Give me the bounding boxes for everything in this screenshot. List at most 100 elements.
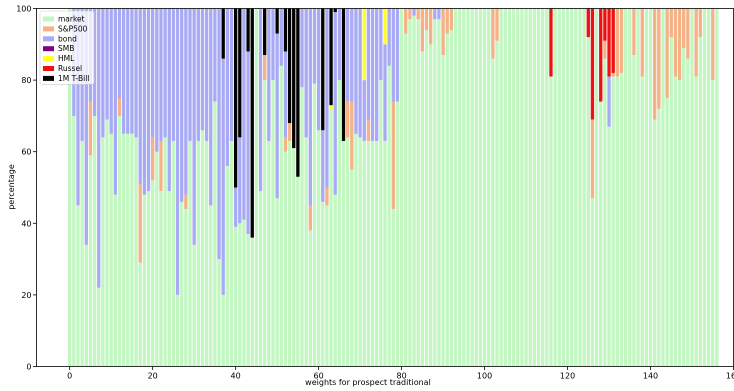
bar-segment-market [619, 72, 624, 367]
bar-segment-market [607, 126, 611, 367]
x-tick-label: 80 [397, 372, 407, 381]
bar-segment-bond [233, 187, 238, 227]
bar-segment-bond [175, 8, 180, 295]
bar-segment-s-p500 [632, 8, 636, 56]
bar-segment-1m-t-bill [263, 8, 267, 56]
bar-segment-market [694, 76, 698, 367]
bar-segment-bond [300, 8, 304, 88]
bar-segment-bond [146, 8, 151, 192]
bar-segment-bond [267, 8, 271, 141]
bar-segment-market [316, 130, 321, 367]
bar-segment-market [702, 8, 707, 367]
bar-segment-market [333, 194, 337, 367]
bar-segment-russel [603, 8, 607, 41]
bar-segment-market [292, 148, 296, 367]
bar-segment-s-p500 [138, 183, 142, 263]
bar-segment-market [391, 208, 395, 367]
bar-segment-bond [117, 8, 122, 98]
bar-segment-market [163, 137, 167, 367]
bar-segment-s-p500 [263, 55, 267, 81]
y-tick-label: 100 [16, 5, 31, 14]
bar-segment-market [238, 223, 242, 367]
bar-segment-s-p500 [603, 40, 607, 59]
bar-segment-1m-t-bill [221, 8, 225, 59]
bar-segment-bond [196, 8, 200, 141]
bar-segment-market [213, 101, 217, 367]
bar-segment-bond [437, 8, 441, 20]
bar-segment-bond [180, 8, 184, 202]
bar-segment-market [669, 37, 673, 367]
bar-segment-1m-t-bill [246, 8, 250, 52]
bar-segment-market [673, 76, 678, 367]
bar-segment-bond [225, 8, 230, 167]
bar-segment-market [275, 198, 279, 367]
bar-segment-market [370, 140, 375, 367]
bar-segment-russel [590, 8, 595, 120]
bar-segment-market [142, 194, 147, 367]
bar-segment-market [366, 140, 371, 367]
bar-segment-s-p500 [698, 8, 702, 38]
bar-segment-bond [387, 8, 391, 66]
bar-segment-bond [101, 8, 105, 138]
bar-segment-market [541, 8, 545, 367]
bar-segment-bond [163, 8, 167, 138]
bar-segment-s-p500 [391, 101, 395, 209]
bar-segment-s-p500 [611, 72, 615, 77]
bar-segment-market [632, 55, 636, 367]
bar-segment-s-p500 [428, 8, 433, 45]
bar-segment-market [346, 137, 350, 367]
bar-segment-market [196, 140, 200, 367]
legend-entry-label: bond [58, 34, 77, 43]
legend-entry-label: Russel [58, 64, 82, 73]
bar-segment-market [258, 191, 263, 367]
bar-segment-s-p500 [184, 194, 188, 209]
y-axis-label: percentage [7, 164, 16, 210]
bar-segment-1m-t-bill [287, 8, 292, 124]
bar-segment-market [300, 87, 304, 367]
bar-segment-market [325, 205, 329, 367]
bar-segment-market [254, 8, 259, 367]
bar-segment-market [698, 37, 702, 367]
x-tick-label: 60 [314, 372, 324, 381]
bar-segment-market [648, 8, 653, 367]
bar-segment-market [474, 8, 478, 367]
bar-segment-bond [366, 8, 371, 120]
bar-segment-market [134, 137, 138, 367]
bar-segment-market [449, 29, 454, 367]
bar-segment-market [200, 130, 205, 367]
bar-segment-bond [209, 8, 213, 206]
y-tick-label: 20 [21, 291, 31, 300]
bar-segment-market [167, 191, 171, 367]
bar-segment-bond [358, 8, 362, 138]
bar-segment-bond [346, 8, 350, 102]
bar-segment-1m-t-bill [238, 8, 242, 138]
bar-segment-bond [354, 8, 358, 134]
y-tick-label: 0 [26, 363, 31, 372]
bar-segment-bond [134, 8, 138, 138]
legend-swatch [43, 26, 54, 32]
bar-segment-market [76, 205, 80, 367]
bar-segment-market [341, 140, 346, 367]
bar-segment-market [308, 230, 312, 367]
bar-segment-s-p500 [657, 8, 661, 109]
bar-segment-market [545, 8, 549, 367]
bar-segment-market [113, 194, 117, 367]
bar-segment-market [146, 191, 151, 367]
bar-segment-s-p500 [366, 119, 371, 141]
bar-segment-market [399, 8, 404, 367]
x-tick-label: 20 [148, 372, 158, 381]
bar-segment-market [715, 8, 719, 367]
bar-segment-bond [321, 130, 325, 202]
bar-segment-market [532, 8, 537, 367]
bar-segment-s-p500 [117, 98, 122, 116]
bar-segment-bond [200, 8, 205, 131]
bar-segment-market [690, 8, 694, 367]
bar-segment-1m-t-bill [329, 8, 333, 106]
bar-segment-market [549, 76, 553, 367]
bar-segment-market [557, 8, 561, 367]
bar-segment-market [101, 137, 105, 367]
bar-segment-market [312, 83, 317, 367]
bar-segment-bond [283, 51, 288, 138]
bar-segment-market [72, 115, 76, 367]
